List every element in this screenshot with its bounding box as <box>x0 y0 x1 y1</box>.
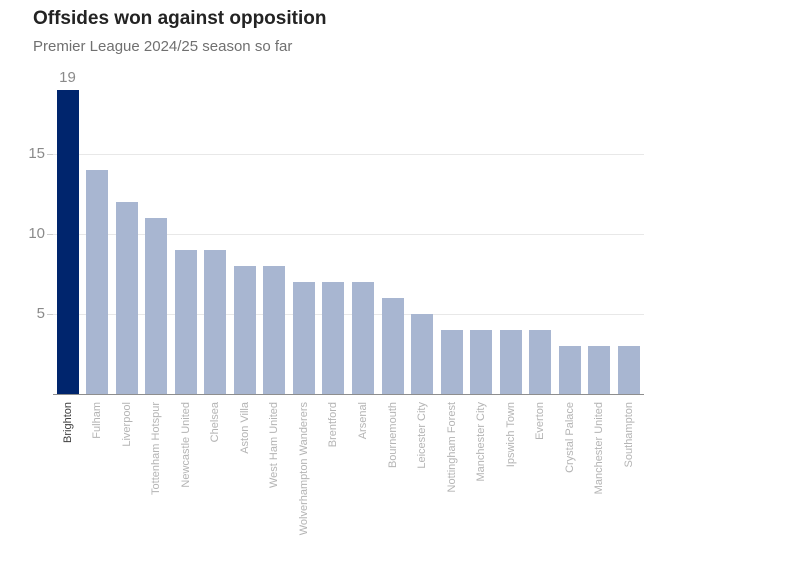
bar-brentford <box>322 282 345 394</box>
bar-arsenal <box>352 282 374 394</box>
x-axis-label-fulham: Fulham <box>91 402 104 439</box>
bar-liverpool <box>115 202 138 394</box>
y-axis-tick-label: 5 <box>36 305 45 322</box>
x-axis-label-tottenham-hotspur: Tottenham Hotspur <box>150 402 163 495</box>
x-axis-label-manchester-city: Manchester City <box>475 402 488 482</box>
bar-wolverhampton-wanderers <box>292 282 315 394</box>
x-axis-label-everton: Everton <box>534 402 547 440</box>
chart-subtitle: Premier League 2024/25 season so far <box>33 38 293 55</box>
y-axis-tick <box>47 314 53 315</box>
y-axis-tick-label: 15 <box>28 145 45 162</box>
x-axis-label-ipswich-town: Ipswich Town <box>504 402 517 468</box>
y-axis-tick-label: 10 <box>28 225 45 242</box>
bar-newcastle-united <box>174 250 197 394</box>
bar-manchester-city <box>470 330 493 394</box>
bar-nottingham-forest <box>440 330 463 394</box>
x-axis-label-liverpool: Liverpool <box>120 402 133 447</box>
gridline-10 <box>53 234 644 235</box>
gridline-15 <box>53 154 644 155</box>
x-axis-label-brighton: Brighton <box>61 402 74 443</box>
y-axis-tick <box>47 234 53 235</box>
bar-aston-villa <box>233 266 256 394</box>
chart-title: Offsides won against opposition <box>33 8 327 29</box>
bar-crystal-palace <box>558 346 581 394</box>
bar-value-label-brighton: 19 <box>59 69 76 86</box>
bar-leicester-city <box>411 314 434 394</box>
bar-southampton <box>617 346 640 394</box>
bar-ipswich-town <box>499 330 522 394</box>
x-axis-label-bournemouth: Bournemouth <box>386 402 399 469</box>
bar-chart: 5 10 15 Brighton Fulham Liverpool Tottenham Ho… <box>28 69 644 535</box>
x-axis-line <box>53 394 644 395</box>
x-axis-label-arsenal: Arsenal <box>357 402 369 440</box>
x-axis-label-brentford: Brentford <box>327 402 340 448</box>
x-axis-label-southampton: Southampton <box>622 402 635 468</box>
x-axis-label-crystal-palace: Crystal Palace <box>563 402 576 473</box>
bar-fulham <box>86 170 109 394</box>
x-axis-label-leicester-city: Leicester City <box>416 402 429 469</box>
gridline-5 <box>53 314 644 315</box>
x-axis-label-wolverhampton-wanderers: Wolverhampton Wanderers <box>297 402 310 536</box>
x-axis-label-manchester-united: Manchester United <box>593 402 606 495</box>
bar-bournemouth <box>381 298 404 394</box>
bar-everton <box>529 330 552 394</box>
bar-chelsea <box>204 250 227 394</box>
bar-west-ham-united <box>263 266 286 394</box>
bar-brighton <box>56 90 79 394</box>
x-axis-label-chelsea: Chelsea <box>209 402 222 443</box>
y-axis-tick <box>47 154 53 155</box>
x-axis-label-newcastle-united: Newcastle United <box>179 402 192 488</box>
bar-tottenham-hotspur <box>145 218 168 394</box>
x-axis-label-nottingham-forest: Nottingham Forest <box>445 402 458 493</box>
x-axis-label-aston-villa: Aston Villa <box>238 402 251 454</box>
x-axis-label-west-ham-united: West Ham United <box>268 402 281 488</box>
bar-manchester-united <box>588 346 611 394</box>
